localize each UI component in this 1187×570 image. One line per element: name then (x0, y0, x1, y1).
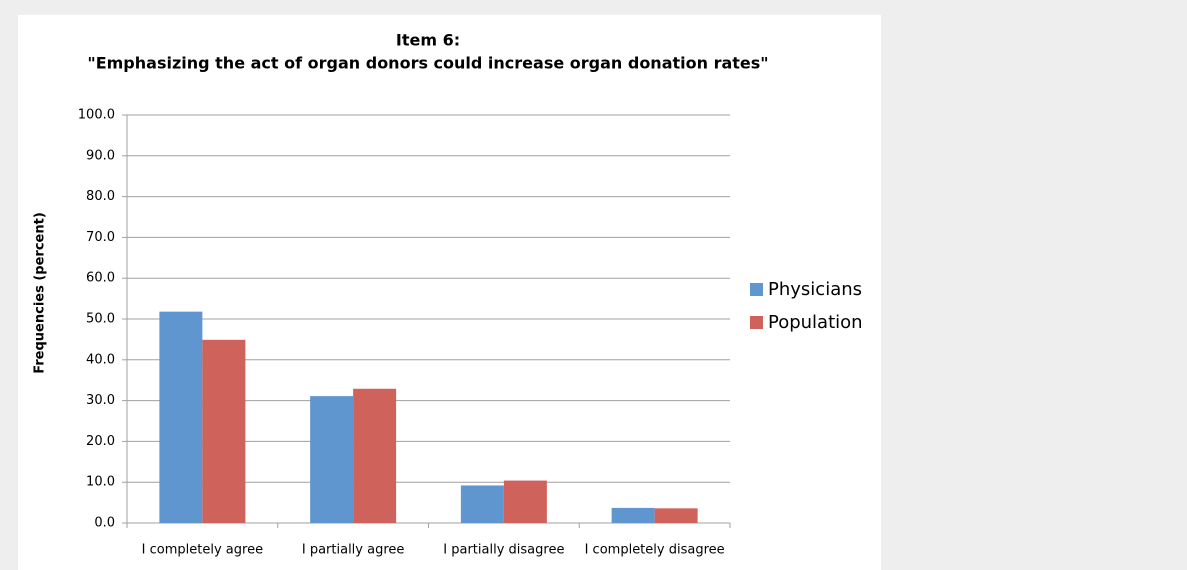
bar (353, 388, 397, 523)
y-tick-label: 90.0 (86, 148, 115, 163)
bar (460, 485, 504, 523)
bar (310, 396, 354, 523)
bar (654, 508, 698, 523)
x-tick-label: I completely disagree (585, 543, 725, 558)
legend-label: Physicians (768, 279, 862, 300)
y-tick-label: 20.0 (86, 434, 115, 449)
y-tick-label: 0.0 (94, 516, 115, 531)
x-tick-label: I partially agree (302, 543, 405, 558)
y-tick-label: 30.0 (86, 393, 115, 408)
bar (611, 507, 655, 523)
y-tick-label: 70.0 (86, 230, 115, 245)
y-tick-label: 100.0 (78, 108, 115, 123)
bar (202, 339, 246, 523)
y-axis-label: Frequencies (percent) (33, 212, 48, 374)
x-tick-label: I partially disagree (443, 543, 564, 558)
legend-swatch (750, 316, 763, 329)
legend-label: Population (768, 312, 863, 333)
y-tick-label: 60.0 (86, 271, 115, 286)
y-tick-label: 10.0 (86, 475, 115, 490)
y-tick-label: 50.0 (86, 312, 115, 327)
x-tick-label: I completely agree (142, 543, 263, 558)
bar (159, 311, 203, 523)
y-tick-label: 40.0 (86, 352, 115, 367)
legend-swatch (750, 283, 763, 296)
y-tick-label: 80.0 (86, 189, 115, 204)
chart-subtitle: "Emphasizing the act of organ donors cou… (87, 54, 768, 73)
bar (503, 480, 547, 523)
chart-title: Item 6: (396, 31, 460, 50)
